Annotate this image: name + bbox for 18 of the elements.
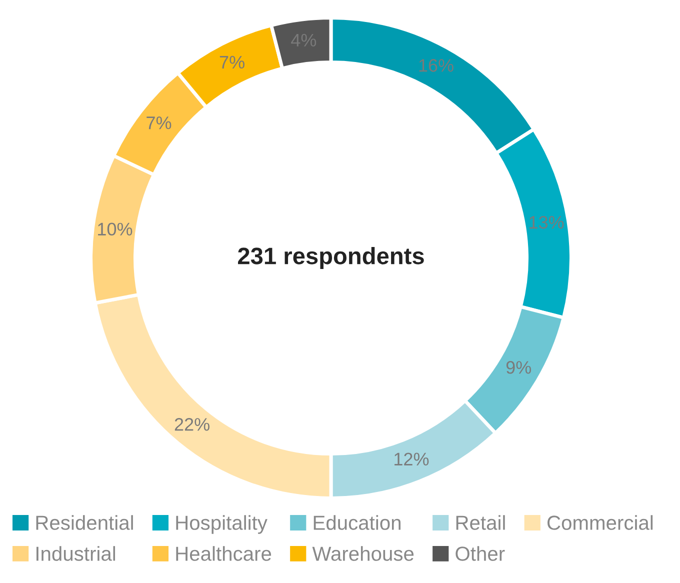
data-label: 7% [220, 56, 244, 69]
data-label: 12% [394, 452, 429, 466]
legend-label: Retail [456, 515, 505, 530]
data-label: 10% [98, 222, 132, 236]
legend-label: Warehouse [312, 546, 414, 561]
legend-label: Education [314, 515, 400, 530]
data-label: 22% [174, 418, 210, 431]
legend-label: Hospitality [176, 515, 268, 534]
legend-label: Healthcare [176, 546, 272, 561]
data-label: 7% [146, 116, 172, 130]
legend-label: Residential [36, 515, 133, 530]
legend-label: Commercial [548, 515, 653, 530]
legend-label: Other [456, 546, 505, 561]
data-label: 16% [419, 59, 454, 72]
data-label: 13% [530, 216, 564, 229]
data-label: 9% [506, 361, 532, 374]
legend-label: Industrial [36, 546, 116, 561]
text: 231 respondents [238, 246, 424, 270]
